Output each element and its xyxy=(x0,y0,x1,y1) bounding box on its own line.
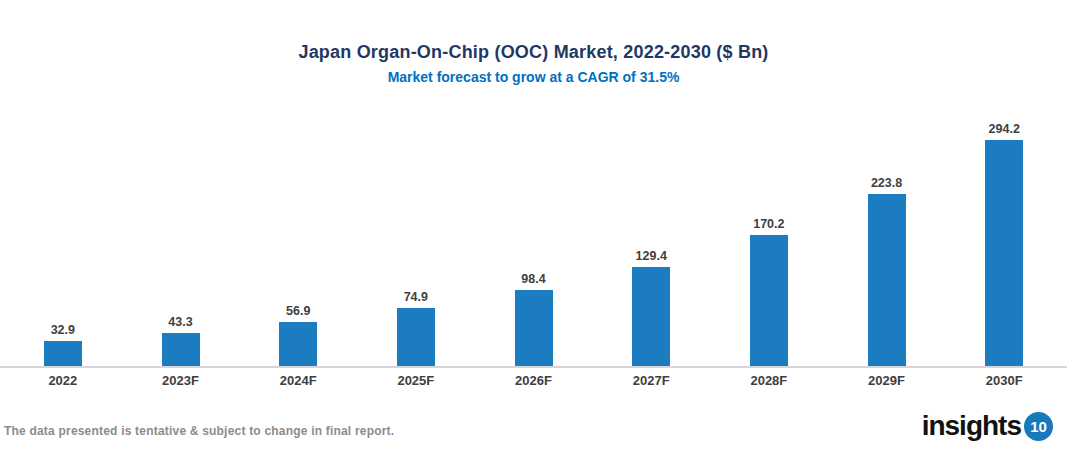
x-axis-tick-label: 2028F xyxy=(710,373,828,388)
bar xyxy=(985,140,1023,366)
x-axis-tick-label: 2024F xyxy=(239,373,357,388)
bar-value-label: 223.8 xyxy=(871,176,902,190)
plot-area: 32.9 43.3 56.9 74.9 98.4 129.4 170.2 223.8 294.2 xyxy=(0,122,1067,368)
bar xyxy=(632,267,670,366)
x-axis-tick-label: 2025F xyxy=(357,373,475,388)
chart-subtitle: Market forecast to grow at a CAGR of 31.… xyxy=(0,69,1067,85)
bar-value-label: 43.3 xyxy=(168,315,192,329)
bar xyxy=(397,308,435,366)
bar-column: 98.4 xyxy=(475,272,593,366)
bar-value-label: 129.4 xyxy=(636,249,667,263)
bar xyxy=(868,194,906,366)
bar xyxy=(750,235,788,366)
bar-value-label: 56.9 xyxy=(286,304,310,318)
bar-value-label: 32.9 xyxy=(51,323,75,337)
chart-page: Japan Organ-On-Chip (OOC) Market, 2022-2… xyxy=(0,0,1067,454)
bar-column: 74.9 xyxy=(357,290,475,366)
bar-column: 129.4 xyxy=(592,249,710,366)
logo-text: insights xyxy=(922,410,1021,442)
x-axis-tick-label: 2026F xyxy=(475,373,593,388)
bar-column: 32.9 xyxy=(4,323,122,366)
bar-column: 223.8 xyxy=(828,176,946,366)
bar-column: 43.3 xyxy=(122,315,240,366)
x-axis-tick-label: 2030F xyxy=(945,373,1063,388)
logo-badge-circle: 10 xyxy=(1024,412,1053,441)
bar xyxy=(162,333,200,366)
x-axis-tick-label: 2027F xyxy=(592,373,710,388)
x-axis-tick-label: 2023F xyxy=(122,373,240,388)
bar-value-label: 294.2 xyxy=(989,122,1020,136)
bar-column: 294.2 xyxy=(945,122,1063,366)
bar-column: 170.2 xyxy=(710,217,828,366)
bar-value-label: 170.2 xyxy=(753,217,784,231)
bar-value-label: 98.4 xyxy=(521,272,545,286)
x-axis-tick-label: 2022 xyxy=(4,373,122,388)
bar xyxy=(44,341,82,366)
chart-title: Japan Organ-On-Chip (OOC) Market, 2022-2… xyxy=(0,42,1067,63)
bar-chart: 32.9 43.3 56.9 74.9 98.4 129.4 170.2 223.8 294.2… xyxy=(0,122,1067,388)
bar-value-label: 74.9 xyxy=(404,290,428,304)
insights10-logo: insights 10 xyxy=(922,410,1053,450)
disclaimer-note: The data presented is tentative & subjec… xyxy=(4,424,394,450)
chart-header: Japan Organ-On-Chip (OOC) Market, 2022-2… xyxy=(0,0,1067,85)
bar xyxy=(515,290,553,366)
bar xyxy=(279,322,317,366)
x-axis-tick-label: 2029F xyxy=(828,373,946,388)
x-axis-labels: 20222023F2024F2025F2026F2027F2028F2029F2… xyxy=(0,373,1067,388)
chart-footer: The data presented is tentative & subjec… xyxy=(0,410,1067,454)
bar-column: 56.9 xyxy=(239,304,357,366)
